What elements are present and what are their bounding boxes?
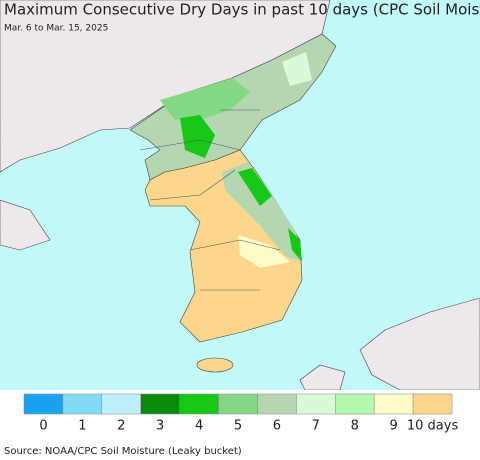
peninsula-west: [0, 199, 51, 251]
legend-label: 1: [78, 419, 86, 434]
legend-label: 8: [351, 419, 359, 434]
legend-label: 5: [234, 419, 242, 434]
island: [196, 357, 234, 373]
inland-patch: [238, 235, 290, 268]
title: Maximum Consecutive Dry Days in past 10 …: [4, 1, 480, 19]
legend-swatch: [62, 393, 103, 415]
legend-label: 4: [195, 419, 203, 434]
mainland-land: [0, 0, 331, 173]
north-green-patch: [180, 115, 215, 158]
legend-swatch: [373, 393, 414, 415]
legend-label: 9: [389, 419, 397, 434]
legend-label: 3: [156, 419, 164, 434]
subtitle: Mar. 6 to Mar. 15, 2025: [4, 24, 108, 34]
japan-land: [359, 297, 480, 391]
japan-island: [299, 364, 346, 391]
legend-swatch: [179, 393, 219, 415]
legend-label: 10 days: [407, 419, 459, 434]
east-green-patch: [238, 168, 272, 206]
legend-bar: 0 1 2 3 4 5 6 7 8 9 10 days: [23, 393, 459, 434]
legend-swatch: [101, 393, 141, 415]
source: Source: NOAA/CPC Soil Moisture (Leaky bu…: [4, 446, 242, 457]
legend-swatch: [140, 393, 180, 415]
legend-label: 2: [117, 419, 125, 434]
legend-swatch: [412, 393, 453, 415]
east-green-strip: [288, 228, 302, 262]
legend-swatch: [23, 393, 64, 415]
northeast-patch: [282, 52, 312, 86]
legend-label: 0: [39, 419, 47, 434]
province-borders: [139, 109, 281, 291]
legend-swatch: [335, 393, 375, 415]
legend-swatch: [218, 393, 258, 415]
east-coast-zone: [222, 162, 302, 262]
legend-swatch: [296, 393, 336, 415]
legend-label: 7: [312, 419, 320, 434]
north-green-zone: [160, 78, 250, 120]
legend-swatch: [257, 393, 297, 415]
legend-label: 6: [273, 419, 281, 434]
